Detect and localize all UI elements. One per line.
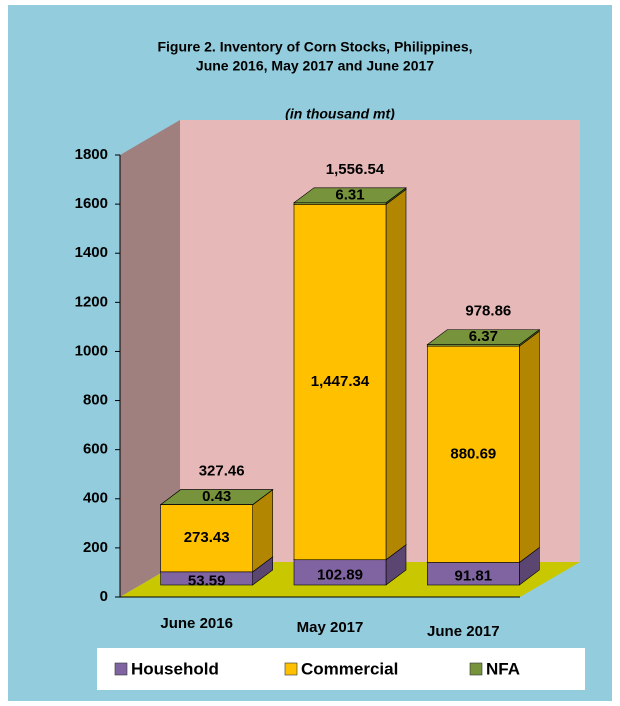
value-label: 1,447.34 <box>311 373 370 390</box>
legend-label: NFA <box>486 659 520 678</box>
left-wall <box>120 120 180 597</box>
total-label: 1,556.54 <box>326 161 385 178</box>
legend-swatch <box>284 662 298 676</box>
y-tick-label: 200 <box>83 539 108 556</box>
legend-swatch <box>469 662 483 676</box>
legend-swatch <box>114 662 128 676</box>
y-tick-label: 1200 <box>75 293 108 310</box>
bar-side <box>385 188 407 561</box>
chart-subtitle: (in thousand mt) <box>285 106 395 122</box>
value-label: 91.81 <box>455 568 493 585</box>
bar-segment <box>160 504 253 573</box>
legend-box <box>97 648 585 690</box>
value-label: 0.43 <box>202 488 231 505</box>
value-label: 53.59 <box>188 572 226 589</box>
value-label: 880.69 <box>450 445 496 462</box>
legend-label: Commercial <box>301 659 398 678</box>
y-tick-label: 1000 <box>75 342 108 359</box>
x-tick-label: June 2016 <box>160 615 233 632</box>
value-label: 6.37 <box>469 328 498 345</box>
y-tick-label: 400 <box>83 490 108 507</box>
y-tick-label: 800 <box>83 392 108 409</box>
y-tick-label: 1800 <box>75 146 108 163</box>
y-tick-label: 600 <box>83 441 108 458</box>
value-label: 6.31 <box>335 186 364 203</box>
value-label: 102.89 <box>317 566 363 583</box>
bar-segment <box>293 559 387 586</box>
y-tick-label: 1400 <box>75 244 108 261</box>
chart-title: June 2016, May 2017 and June 2017 <box>196 58 434 74</box>
legend-label: Household <box>131 659 219 678</box>
bar-segment <box>293 204 387 561</box>
value-label: 273.43 <box>184 529 230 546</box>
bar-segment <box>427 344 520 347</box>
bar-side <box>519 330 540 564</box>
bar-segment <box>293 202 387 205</box>
x-tick-label: June 2017 <box>427 623 500 640</box>
y-tick-label: 0 <box>100 588 108 605</box>
total-label: 327.46 <box>199 463 245 480</box>
x-tick-label: May 2017 <box>297 619 364 636</box>
chart-title: Figure 2. Inventory of Corn Stocks, Phil… <box>157 39 472 55</box>
bar-segment <box>427 345 520 563</box>
total-label: 978.86 <box>465 303 511 320</box>
y-tick-label: 1600 <box>75 195 108 212</box>
